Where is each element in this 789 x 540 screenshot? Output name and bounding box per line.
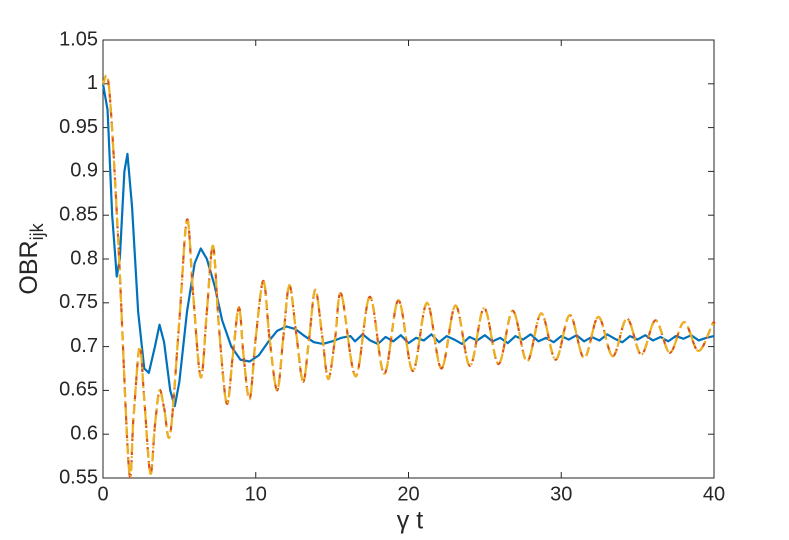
- y-tick-label: 0.65: [59, 379, 98, 401]
- y-tick-label: 0.7: [70, 335, 98, 357]
- y-tick-label: 1: [87, 72, 98, 94]
- data-line: [101, 74, 716, 479]
- y-tick-label: 1.05: [59, 28, 98, 50]
- data-line: [101, 83, 715, 408]
- plot-frame: [102, 39, 715, 479]
- y-tick-label: 0.9: [70, 160, 98, 182]
- y-tick-label: 0.55: [59, 466, 98, 488]
- x-tick-label: 40: [703, 483, 725, 505]
- x-tick-label: 30: [550, 483, 572, 505]
- y-axis-label: OBRijk: [15, 222, 47, 294]
- x-tick-label: 20: [397, 483, 419, 505]
- y-tick-label: 0.85: [59, 203, 98, 225]
- y-tick-label: 0.95: [59, 116, 98, 138]
- x-tick-label: 0: [97, 483, 108, 505]
- y-axis-label-main: OBR: [15, 240, 43, 294]
- y-tick-label: 0.6: [70, 422, 98, 444]
- x-tick-label: 10: [245, 483, 267, 505]
- y-tick-label: 0.75: [59, 291, 98, 313]
- y-axis-label-subscript: ijk: [27, 222, 47, 240]
- y-tick-label: 0.8: [70, 247, 98, 269]
- x-axis-label: γ t: [397, 507, 423, 535]
